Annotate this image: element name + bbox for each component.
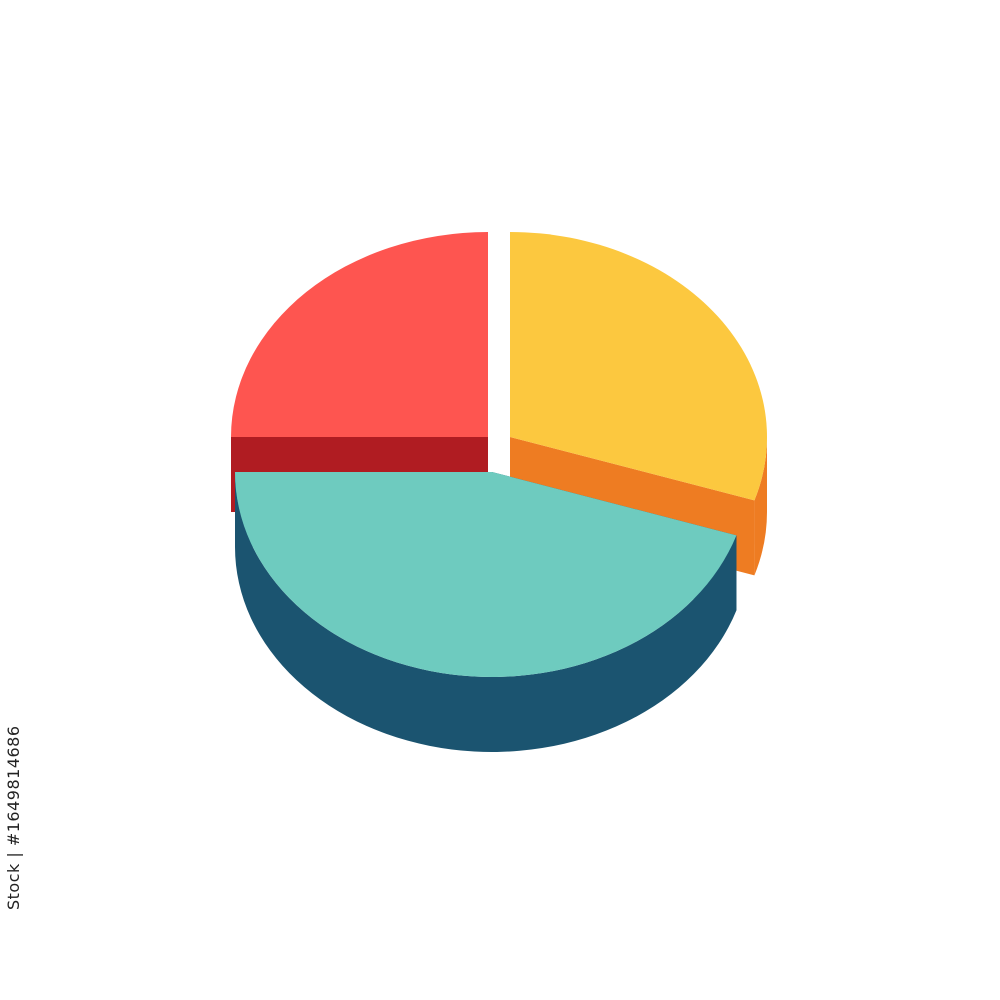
slice-2-top <box>510 232 767 501</box>
stock-id-label: Stock | #1649814686 <box>4 725 23 910</box>
slice-1-top <box>231 232 488 437</box>
slice-3-side <box>235 472 737 752</box>
slice-2-side <box>754 437 767 576</box>
slice-3-top <box>235 472 737 677</box>
